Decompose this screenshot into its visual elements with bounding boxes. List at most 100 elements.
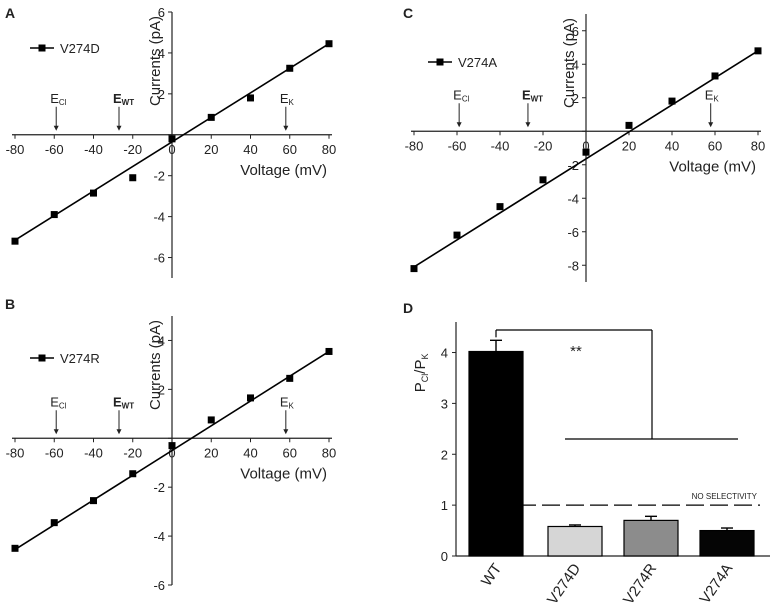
marker-main: E: [522, 87, 531, 102]
panel-letter-a: A: [5, 5, 15, 21]
marker-subscript: WT: [531, 94, 544, 103]
x-tick-label: 20: [622, 138, 636, 153]
legend-marker: [38, 44, 46, 52]
y-tick-label: 0: [441, 549, 448, 564]
x-tick-label: 40: [665, 138, 679, 153]
marker-subscript: WT: [122, 98, 135, 107]
marker-arrow-head: [525, 122, 531, 128]
x-tick-label: -20: [534, 138, 553, 153]
x-axis-label: Voltage (mV): [669, 158, 756, 175]
marker-arrow-head: [53, 125, 59, 131]
x-tick-label: 0: [168, 445, 175, 460]
y-tick-label: -8: [567, 258, 579, 273]
y-tick-label: 6: [572, 24, 579, 39]
reversal-marker-label: ECl: [50, 394, 66, 410]
y-tick-label: 1: [441, 498, 448, 513]
data-point: [90, 497, 97, 505]
marker-subscript: Cl: [59, 98, 67, 107]
marker-main: E: [705, 87, 714, 102]
data-point: [11, 237, 19, 245]
y-tick-label: 2: [158, 87, 165, 102]
data-point: [11, 544, 19, 552]
data-point: [754, 47, 762, 55]
x-tick-label: -80: [6, 445, 25, 460]
marker-subscript: K: [288, 401, 294, 410]
y-tick-label: 4: [441, 346, 448, 361]
significance-label: **: [570, 343, 582, 360]
x-tick-label: 0: [168, 142, 175, 157]
data-point: [286, 64, 294, 72]
marker-subscript: K: [713, 94, 719, 103]
x-tick-label: 80: [322, 142, 336, 157]
y-tick-label: 4: [572, 57, 579, 72]
data-point: [207, 416, 215, 424]
marker-main: E: [113, 394, 122, 409]
y-tick-label: -4: [567, 191, 579, 206]
marker-main: E: [50, 394, 59, 409]
data-point: [168, 442, 176, 450]
y-tick-label: 2: [441, 447, 448, 462]
panel-d: D 0 1 2 3 4 PCl/PK WT V274D V274R V274A NO SELECTIV…: [403, 300, 770, 608]
x-tick-label: 80: [751, 138, 765, 153]
reversal-marker-label: ECl: [453, 87, 469, 103]
marker-subscript: K: [288, 98, 294, 107]
data-point: [325, 347, 333, 355]
data-point: [539, 176, 547, 184]
legend-label: V274A: [458, 55, 497, 70]
marker-arrow-head: [53, 429, 59, 435]
panel-letter-d: D: [403, 300, 413, 316]
x-tick-label: WT: [478, 561, 505, 590]
marker-arrow-head: [283, 429, 289, 435]
marker-main: E: [50, 91, 59, 106]
y-tick-label: -4: [153, 529, 165, 544]
panel-a: A -80 -60 -40 -20 0 20 40 60 80 -6 -4 -2 2 4 6 Voltage (…: [5, 5, 336, 278]
x-tick-label: V274D: [544, 560, 584, 607]
data-point: [50, 211, 58, 219]
x-tick-label: -80: [6, 142, 25, 157]
data-point: [168, 135, 176, 143]
legend-label: V274R: [60, 351, 100, 366]
reversal-marker-label: EK: [280, 394, 295, 410]
reversal-marker-label: ECl: [50, 91, 66, 107]
data-point: [711, 72, 719, 80]
y-label-part: K: [420, 354, 430, 360]
panel-c: C -80 -60 -40 -20 0 20 40 60 80 -8 -6 -4 -2 2 4 6 Voltage…: [403, 5, 765, 282]
panel-letter-c: C: [403, 5, 413, 21]
marker-main: E: [280, 394, 289, 409]
reversal-marker-label: EWT: [522, 87, 543, 103]
x-tick-label: -20: [123, 445, 142, 460]
x-tick-label: -40: [84, 142, 103, 157]
y-tick-label: 3: [441, 396, 448, 411]
x-tick-label: 60: [283, 142, 297, 157]
bar-wt: [468, 350, 524, 557]
bar-v274d: [547, 525, 603, 557]
data-point: [207, 113, 215, 121]
data-point: [625, 121, 633, 129]
bar-v274r: [623, 519, 679, 557]
y-tick-label: 4: [158, 46, 165, 61]
fit-line: [14, 350, 330, 551]
marker-main: E: [280, 91, 289, 106]
data-point: [247, 94, 254, 102]
data-point: [496, 203, 504, 211]
x-tick-label: 20: [204, 445, 218, 460]
fit-line: [413, 50, 759, 268]
reversal-marker-label: EK: [280, 91, 295, 107]
legend-marker: [436, 58, 444, 66]
y-label-part: Cl: [420, 374, 430, 383]
x-tick-label: -20: [123, 142, 142, 157]
data-point: [50, 519, 58, 527]
reference-line-label: NO SELECTIVITY: [692, 492, 758, 501]
y-tick-label: -2: [153, 169, 165, 184]
x-tick-label: 60: [708, 138, 722, 153]
y-tick-label: 2: [158, 382, 165, 397]
y-axis-label: Currents (pA): [147, 320, 164, 410]
marker-subscript: Cl: [462, 94, 470, 103]
data-point: [453, 231, 461, 239]
y-tick-label: -2: [567, 158, 579, 173]
x-tick-label: 40: [243, 142, 257, 157]
data-point: [129, 470, 137, 478]
legend-marker: [38, 354, 46, 362]
y-tick-label: -6: [153, 251, 165, 266]
